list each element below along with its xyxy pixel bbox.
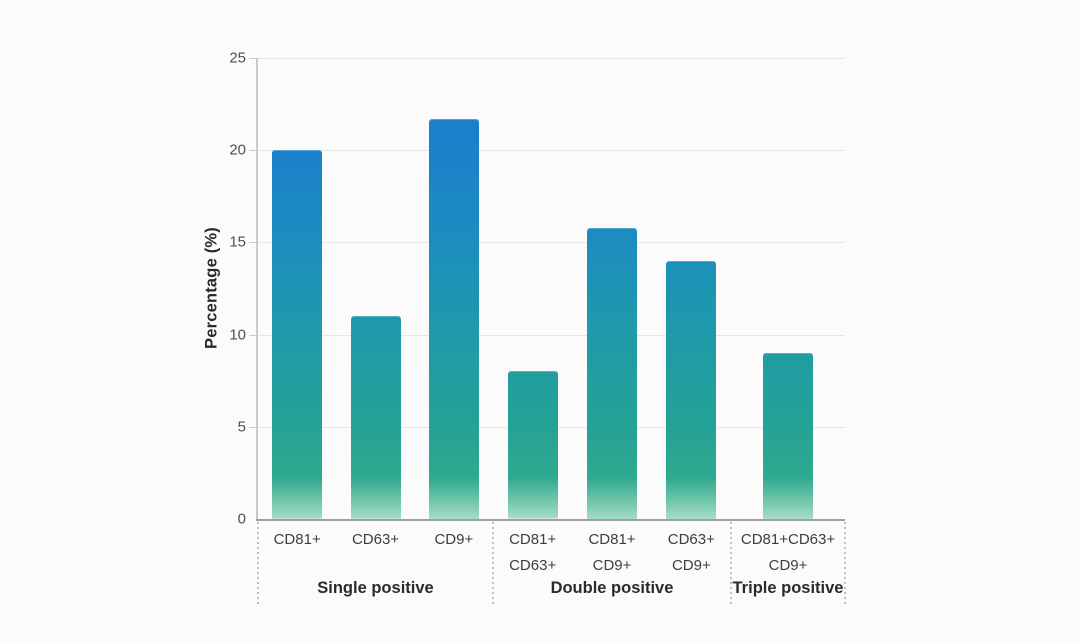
group-label-triple-positive: Triple positive [732,579,844,597]
x-tick-label-line: CD9+ [768,557,808,574]
y-axis-line [256,58,258,520]
x-tick-label-line: CD63+ [509,557,557,574]
bar-cd81 [272,150,323,519]
x-axis-line [256,519,845,521]
bar-cd81-cd9 [587,227,637,519]
gridline [258,334,845,336]
group-separator [492,522,494,604]
x-tick-label-cd81-cd9: CD81+ CD9+ [547,527,677,579]
x-tick-label-line: CD63+ [351,531,400,548]
x-tick-label-cd63-cd9: CD63+ CD9+ [626,527,756,579]
x-tick-label-line: CD9+ [434,531,474,548]
x-tick-label-cd9: CD9+ [389,527,519,553]
bar-cd81cd63-cd9 [763,353,813,519]
x-tick-label-cd81cd63-cd9: CD81+CD63+ CD9+ [723,527,853,579]
y-tick-label: 5 [237,418,246,436]
y-tick-mark [249,150,257,152]
x-tick-label-line: CD81+ [273,531,321,548]
y-tick-label: 0 [237,510,246,528]
gridline [258,242,845,244]
y-tick-mark [249,58,257,59]
group-separator [844,522,846,604]
gridline [258,150,845,152]
gridline [258,58,845,59]
bar-cd63 [350,316,401,519]
y-tick-label: 20 [229,141,246,159]
group-label-double-positive: Double positive [550,579,674,597]
group-separator [257,522,259,604]
group-label-single-positive: Single positive [317,579,434,597]
bar-cd81-cd63 [507,371,558,519]
x-tick-label-line: CD9+ [671,557,711,574]
y-tick-label: 10 [229,326,246,344]
y-tick-mark [249,426,257,428]
x-tick-label-line: CD81+ [509,531,557,548]
y-tick-mark [249,334,257,336]
x-tick-label-cd81: CD81+ [232,527,362,553]
x-tick-label-cd81-cd63: CD81+ CD63+ [468,527,598,579]
bar-cd63-cd9 [666,260,717,519]
y-tick-label: 25 [229,49,246,67]
group-separator [730,522,732,604]
y-tick-mark [249,242,257,244]
y-tick-label: 15 [229,233,246,251]
x-tick-label-line: CD63+ [667,531,715,548]
x-tick-label-line: CD81+ [588,531,636,548]
x-tick-label-cd63: CD63+ [311,527,441,553]
bar-cd9 [428,118,479,519]
x-tick-label-line: CD81+CD63+ [740,531,836,548]
x-tick-label-line: CD9+ [592,557,632,574]
